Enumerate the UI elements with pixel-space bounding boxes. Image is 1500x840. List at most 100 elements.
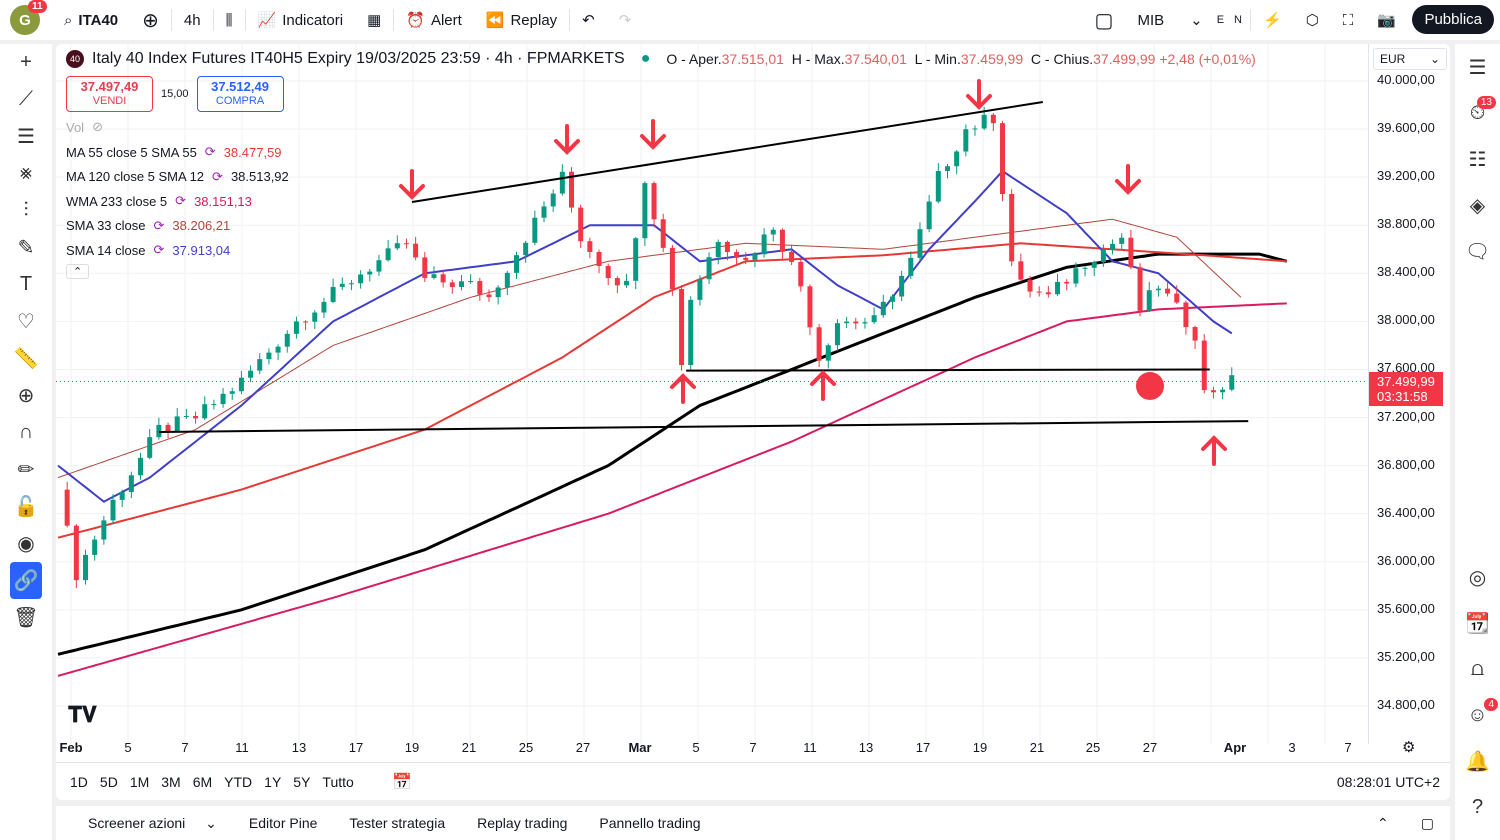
candle-body <box>569 171 575 208</box>
eye-hidden-icon[interactable]: ⊘ <box>92 119 103 134</box>
indicator-legend-item[interactable]: SMA 33 close ⟳ 38.206,21 <box>66 217 231 234</box>
indicator-legend-item[interactable]: MA 55 close 5 SMA 55 ⟳ 38.477,59 <box>66 144 282 160</box>
help-icon[interactable]: ? <box>1471 795 1484 818</box>
layout-square-button[interactable]: ▢ <box>1083 0 1126 40</box>
pattern-icon[interactable]: ⨳ <box>19 162 33 184</box>
candle-body <box>1220 389 1226 393</box>
range-3m[interactable]: 3M <box>161 774 181 790</box>
tab-replay-trading[interactable]: Replay trading <box>477 815 568 831</box>
lock-icon[interactable]: 🔓 <box>13 496 39 518</box>
indicator-legend-item[interactable]: SMA 14 close ⟳ 37.913,04 <box>66 242 231 258</box>
watchlist-icon[interactable]: ☰ <box>1468 56 1487 79</box>
watchlist-select[interactable]: MIB ⌄ <box>1137 11 1203 30</box>
ruler-icon[interactable]: 📏 <box>13 348 39 370</box>
candle-body <box>954 151 960 167</box>
candle-body <box>889 296 895 302</box>
symbol-badge: 40 <box>66 50 84 68</box>
community-icon[interactable]: ☺ 4 <box>1455 692 1500 738</box>
price-axis[interactable]: EUR ⌄ 40.000,00 39.600,00 39.200,00 38.800,0… <box>1368 44 1450 744</box>
avatar[interactable]: G 11 <box>10 0 47 35</box>
candle-body <box>706 257 712 280</box>
tab-screener[interactable]: Screener azioni ⌄ <box>88 814 217 831</box>
range-1d[interactable]: 1D <box>70 774 88 790</box>
interval-button[interactable]: 4h <box>183 11 201 29</box>
layouts-button[interactable]: ▦ <box>355 0 393 40</box>
candle-body <box>1082 267 1088 269</box>
pencil-lock-icon[interactable]: ✏ <box>17 459 35 481</box>
price-chart[interactable] <box>56 44 1368 744</box>
undo-button[interactable]: ↶ <box>570 0 607 40</box>
redo-button[interactable]: ↷ <box>607 0 644 40</box>
indicator-legend-item[interactable]: WMA 233 close 5 ⟳ 38.151,13 <box>66 193 252 209</box>
tab-trading-panel[interactable]: Pannello trading <box>599 815 701 831</box>
candle-body <box>1018 261 1024 280</box>
down-arrow-icon <box>1115 164 1141 195</box>
axis-settings-icon[interactable]: ⚙ <box>1402 739 1416 756</box>
replay-button[interactable]: ⏪ Replay <box>485 11 558 30</box>
quick-search-button[interactable]: ⚡ <box>1251 0 1294 40</box>
currency-select[interactable]: EUR ⌄ <box>1373 48 1447 70</box>
chart-panel[interactable]: 40 Italy 40 Index Futures IT40H5 Expiry … <box>56 44 1450 800</box>
e-button[interactable]: E <box>1216 14 1225 26</box>
chat-icon[interactable]: 🗨 <box>1464 240 1491 263</box>
calendar-icon[interactable]: 📆 <box>1465 612 1490 635</box>
text-icon[interactable]: T <box>19 273 33 295</box>
indicator-vol[interactable]: Vol ⊘ <box>66 119 103 135</box>
current-price-label: 37.499,99 03:31:58 <box>1369 372 1443 406</box>
collapse-panel-icon[interactable]: ⌃ <box>1377 814 1389 831</box>
candle-body <box>917 229 923 258</box>
tab-pine-editor[interactable]: Editor Pine <box>248 815 318 831</box>
data-window-icon[interactable]: ☷ <box>1468 148 1487 171</box>
trendline-icon[interactable]: ⟋ <box>19 88 33 110</box>
range-tutto[interactable]: Tutto <box>322 774 354 790</box>
range-1y[interactable]: 1Y <box>264 774 282 790</box>
range-5d[interactable]: 5D <box>99 774 118 790</box>
trash-icon[interactable]: 🗑 <box>13 607 39 629</box>
candle-body <box>596 252 602 266</box>
brush-icon[interactable]: ✎ <box>17 237 35 259</box>
link-icon[interactable]: 🔗 <box>10 562 42 599</box>
bell-icon[interactable]: 🔔 <box>1465 750 1490 773</box>
settings-button[interactable]: ⬡ <box>1294 0 1331 40</box>
candle-body <box>275 346 281 353</box>
snapshot-button[interactable]: 📷 <box>1365 0 1408 40</box>
alerts-clock-icon[interactable]: ⏲ 13 <box>1455 90 1500 136</box>
collapse-legend-button[interactable]: ⌃ <box>66 264 90 279</box>
indicator-legend-item[interactable]: MA 120 close 5 SMA 12 ⟳ 38.513,92 <box>66 168 289 185</box>
compare-button[interactable]: ⊕ <box>130 0 171 40</box>
layers-icon[interactable]: ◈ <box>1469 194 1486 217</box>
spread: 15,00 <box>161 88 189 100</box>
buy-button[interactable]: 37.512,49 COMPRA <box>196 76 284 112</box>
publish-button[interactable]: Pubblica <box>1412 5 1494 34</box>
alert-button[interactable]: ⏰ Alert <box>406 11 462 30</box>
tab-strategy-tester[interactable]: Tester strategia <box>349 815 446 831</box>
crosshair-icon[interactable]: + <box>20 51 32 73</box>
eye-icon[interactable]: ◉ <box>17 533 35 555</box>
fullscreen-button[interactable]: ⛶ <box>1331 0 1366 40</box>
candle-body <box>559 171 565 194</box>
candle-body <box>798 261 804 287</box>
heart-icon[interactable]: ♡ <box>17 311 35 333</box>
range-1m[interactable]: 1M <box>129 774 150 790</box>
range-ytd[interactable]: YTD <box>224 774 253 790</box>
calendar-range-icon[interactable]: 📅 <box>392 774 412 791</box>
candle-body <box>724 241 730 253</box>
maximize-panel-icon[interactable]: ▢ <box>1420 814 1434 831</box>
target-icon[interactable]: ◎ <box>1468 566 1487 589</box>
up-arrow-icon <box>1201 435 1227 466</box>
sell-button[interactable]: 37.497,49 VENDI <box>66 76 153 112</box>
symbol-search[interactable]: ⌕ ITA40 <box>64 11 119 29</box>
n-button[interactable]: N <box>1234 14 1242 26</box>
clock[interactable]: 08:28:01 UTC+2 <box>1336 774 1440 790</box>
range-5y[interactable]: 5Y <box>293 774 311 790</box>
indicators-button[interactable]: 📈 Indicatori <box>257 11 344 30</box>
chart-line-icon[interactable]: ⩍ <box>1471 657 1484 680</box>
range-6m[interactable]: 6M <box>192 774 213 790</box>
lightning-search-icon: ⚡ <box>1263 12 1282 29</box>
magnet-icon[interactable]: ∩ <box>18 421 34 443</box>
indicators-icon: 📈 <box>257 12 277 29</box>
zoom-in-icon[interactable]: ⊕ <box>17 385 35 407</box>
chart-type-button[interactable]: ⫼ <box>214 0 245 40</box>
forecast-icon[interactable]: ⫶ <box>23 199 29 221</box>
fib-lines-icon[interactable]: ☰ <box>17 126 35 148</box>
